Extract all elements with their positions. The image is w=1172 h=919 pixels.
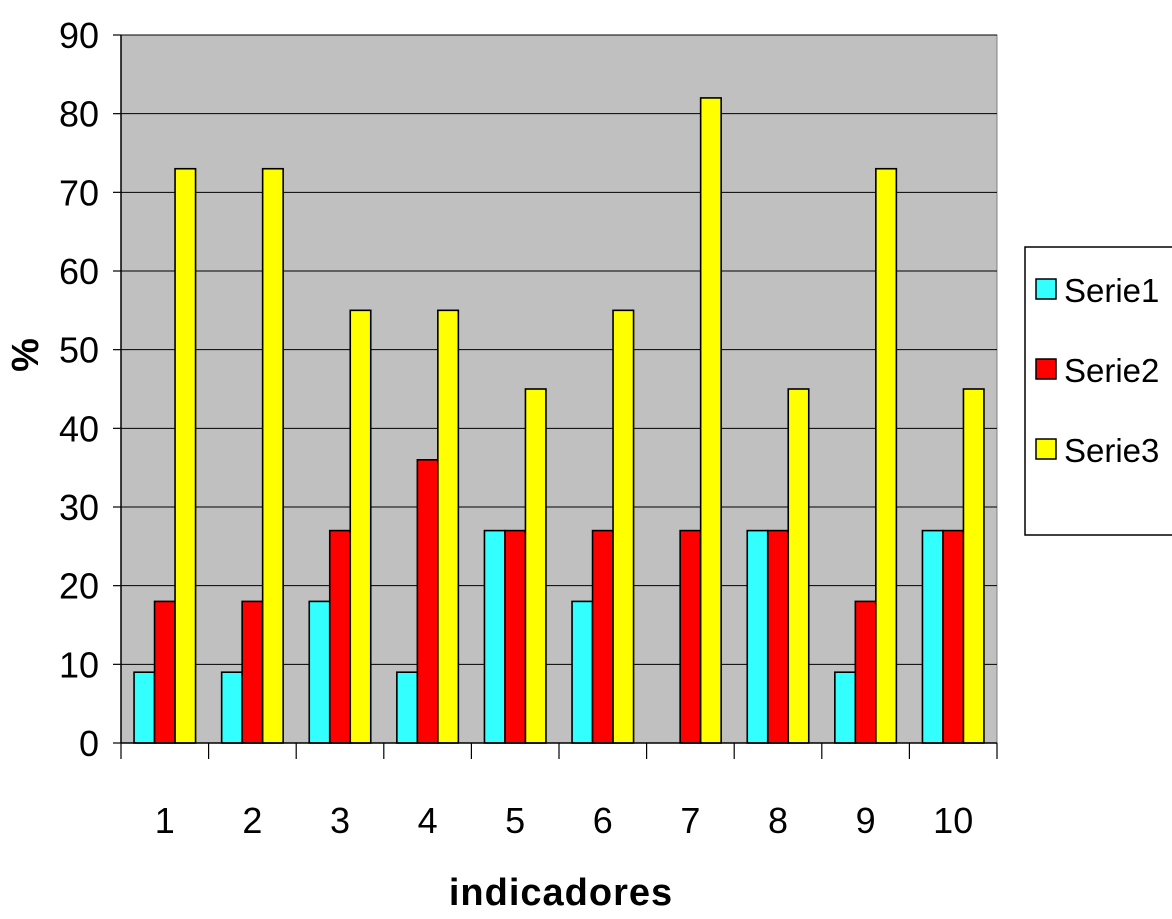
x-tick-label: 8 <box>768 800 788 841</box>
bar-serie2-2 <box>241 600 264 744</box>
x-axis-title: indicadores <box>449 872 673 914</box>
bar-serie3-3 <box>349 309 372 744</box>
bar-serie3-7 <box>699 97 722 744</box>
legend-swatch-serie2 <box>1035 358 1057 380</box>
axes <box>113 34 998 759</box>
y-tick-labels: 0 10 20 30 40 50 60 70 80 90 <box>59 15 99 764</box>
x-tick-label: 4 <box>418 800 438 841</box>
legend: Serie1 Serie2 Serie3 <box>1024 246 1172 536</box>
bar-serie1-4 <box>396 671 419 744</box>
bar-serie2-3 <box>328 529 352 744</box>
bar-serie2-6 <box>591 529 614 744</box>
legend-label-serie1: Serie1 <box>1064 272 1159 309</box>
bar-serie1-5 <box>483 529 506 744</box>
bar-serie2-10 <box>942 529 965 744</box>
y-tick-label: 60 <box>59 251 99 292</box>
y-tick-label: 10 <box>59 644 99 685</box>
x-tick-label: 6 <box>593 800 613 841</box>
y-tick-label: 40 <box>59 408 99 449</box>
y-tick-label: 0 <box>79 723 99 764</box>
bar-serie1-1 <box>133 671 156 744</box>
bar-serie1-10 <box>921 529 944 744</box>
y-tick-label: 80 <box>59 94 99 135</box>
x-tick-label: 3 <box>330 800 350 841</box>
legend-label-serie3: Serie3 <box>1064 432 1159 469</box>
bar-serie2-4 <box>416 458 439 744</box>
bar-serie1-8 <box>746 529 769 744</box>
y-tick-label: 20 <box>59 566 99 607</box>
bar-serie1-6 <box>571 600 594 744</box>
bar-serie2-1 <box>153 600 176 744</box>
legend-swatch-serie1 <box>1035 278 1057 300</box>
y-axis-title: % <box>5 338 47 372</box>
bar-serie2-5 <box>504 529 527 744</box>
bar-serie3-2 <box>261 167 284 744</box>
bar-serie1-2 <box>220 671 243 744</box>
bar-serie2-8 <box>766 529 790 744</box>
x-tick-label: 7 <box>680 800 700 841</box>
y-tick-label: 90 <box>59 15 99 56</box>
bar-serie3-8 <box>787 388 810 744</box>
bar-serie3-5 <box>524 388 547 744</box>
x-tick-label: 5 <box>505 800 525 841</box>
legend-swatch-serie3 <box>1035 438 1057 460</box>
x-tick-label: 10 <box>933 800 973 841</box>
bar-serie3-4 <box>437 309 460 744</box>
bars <box>133 97 985 744</box>
y-tick-label: 70 <box>59 172 99 213</box>
x-tick-labels: 1 2 3 4 5 6 7 8 9 10 <box>155 800 973 841</box>
bar-serie3-10 <box>962 388 985 744</box>
bar-serie3-6 <box>612 309 635 744</box>
bar-serie1-3 <box>308 600 331 744</box>
bar-serie3-9 <box>875 167 898 744</box>
x-tick-label: 2 <box>242 800 262 841</box>
bar-serie2-9 <box>854 600 877 744</box>
bar-serie2-7 <box>679 529 702 744</box>
bar-serie3-1 <box>174 167 197 744</box>
x-tick-label: 9 <box>856 800 876 841</box>
y-tick-label: 30 <box>59 487 99 528</box>
legend-label-serie2: Serie2 <box>1064 352 1159 389</box>
y-tick-label: 50 <box>59 330 99 371</box>
bar-serie1-9 <box>834 671 857 744</box>
x-tick-label: 1 <box>155 800 175 841</box>
